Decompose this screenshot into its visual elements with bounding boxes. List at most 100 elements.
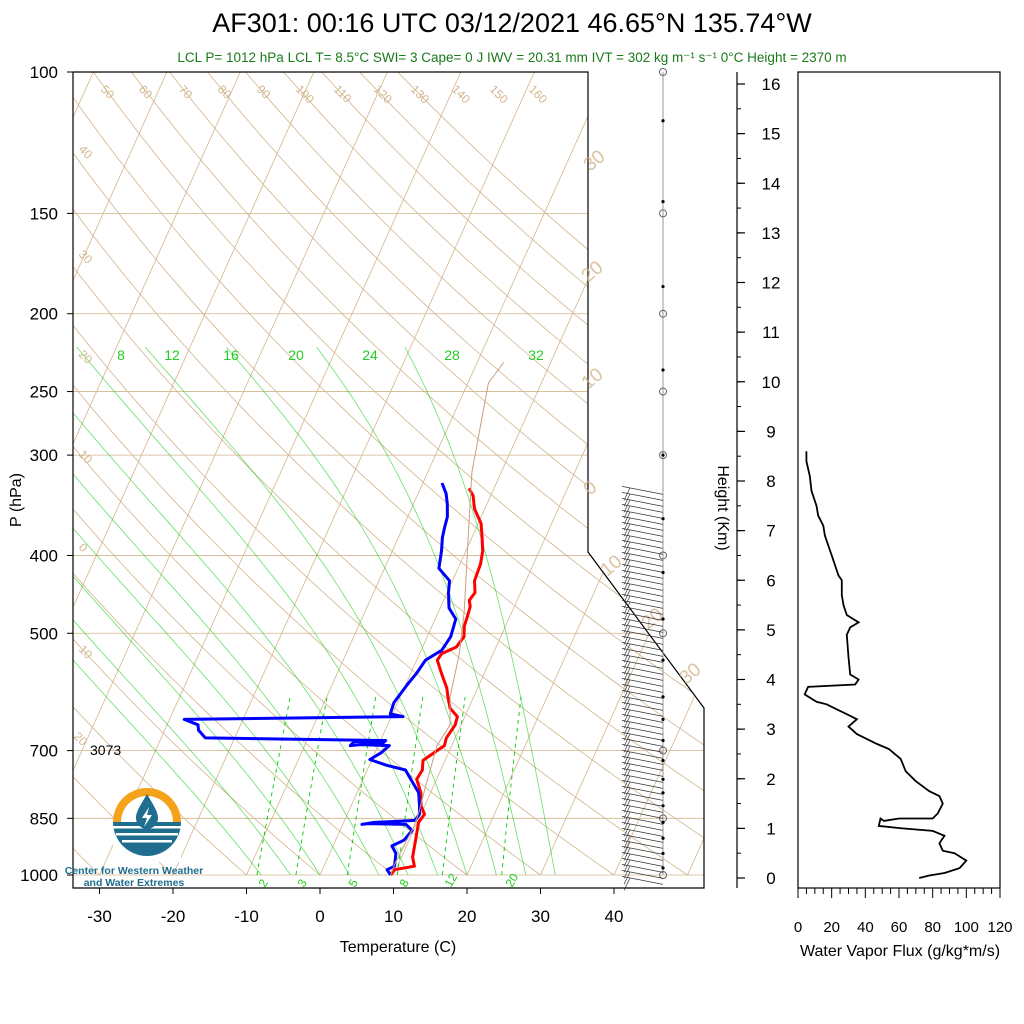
mixing-ratio-line [346, 696, 377, 876]
wind-level-dot [661, 453, 665, 457]
moist-adiabat-label: 32 [528, 347, 544, 363]
wind-barb [621, 738, 664, 753]
wind-level-dot [661, 570, 665, 575]
dry-adiabat [397, 72, 704, 876]
isotherm-label: 0 [580, 477, 602, 500]
isotherm [761, 72, 1024, 875]
wind-barb [621, 774, 664, 789]
height-tick-label: 7 [766, 522, 775, 541]
x-tick-label: 30 [531, 907, 550, 926]
wind-barb [621, 714, 664, 729]
flux-tick-label: 40 [857, 919, 874, 936]
wind-barb [621, 546, 664, 561]
chart-subtitle: LCL P= 1012 hPa LCL T= 8.5°C SWI= 3 Cape… [177, 50, 847, 65]
wind-barb [621, 852, 664, 867]
moist-adiabat-label: 16 [223, 347, 239, 363]
moist-adiabat [404, 346, 556, 876]
dry-adiabat-label: 30 [76, 247, 96, 267]
wind-barb [621, 858, 664, 873]
skew-t-background [73, 72, 1024, 876]
dry-adiabat-label: 100 [293, 82, 317, 106]
dry-adiabat [245, 72, 704, 876]
wind-level-dot [661, 804, 665, 808]
x-tick-label: 20 [458, 907, 477, 926]
height-tick-label: 16 [762, 75, 781, 94]
moist-adiabat [316, 346, 527, 876]
wind-barb [621, 510, 664, 525]
wind-barb [621, 678, 664, 693]
moist-adiabat-label: 8 [117, 347, 125, 363]
wind-barb [621, 828, 664, 843]
wind-barb [621, 564, 664, 579]
dry-adiabat-label: 160 [526, 82, 550, 106]
y-tick-label: 150 [30, 204, 58, 223]
moist-adiabat [73, 346, 321, 876]
x-tick-label: -10 [234, 907, 259, 926]
isotherm [73, 72, 241, 876]
wind-barb [621, 756, 664, 771]
wind-barb [621, 840, 664, 855]
y-tick-label: 400 [30, 546, 58, 565]
wind-barb [621, 732, 664, 747]
wind-barb [621, 798, 664, 813]
height-axis-label: Height (Km) [714, 465, 731, 550]
dry-adiabat [73, 72, 174, 876]
wind-barb [621, 660, 664, 675]
y-tick-label: 700 [30, 742, 58, 761]
wind-barb [621, 684, 664, 699]
height-tick-label: 12 [762, 274, 781, 293]
height-tick-label: 2 [766, 770, 775, 789]
x-tick-label: 40 [605, 907, 624, 926]
water-vapor-flux-profile [803, 451, 968, 879]
mixing-ratio-line [396, 696, 424, 876]
y-tick-label: 500 [30, 624, 58, 643]
annotation-3073: 3073 [90, 742, 121, 758]
wind-barb [621, 690, 664, 705]
wind-calm-circle [659, 746, 667, 755]
wind-barb [621, 642, 664, 657]
isotherm [319, 72, 682, 876]
isotherm [73, 72, 168, 876]
mixing-ratio-line [295, 696, 328, 876]
wind-barb [621, 516, 664, 531]
wind-barb [621, 762, 664, 777]
wind-barb [621, 492, 664, 507]
dry-adiabat [73, 72, 704, 876]
mixing-ratio-line [501, 696, 522, 876]
wind-calm-circle [659, 387, 667, 396]
height-tick-label: 5 [766, 621, 775, 640]
wind-level-dot [661, 658, 665, 662]
wind-barb [621, 588, 664, 603]
mixing-ratio-line [256, 696, 291, 876]
wind-barb [621, 666, 664, 681]
wind-barb [621, 624, 664, 639]
moist-adiabat [73, 346, 291, 876]
dry-adiabat [169, 72, 704, 876]
height-tick-label: 14 [762, 174, 781, 193]
wind-barb [621, 540, 664, 555]
wind-level-dot [661, 738, 665, 743]
wind-barb [621, 552, 664, 567]
wind-barb [621, 612, 664, 627]
moist-adiabat [225, 346, 497, 876]
wind-barb [621, 570, 664, 585]
y-tick-label: 250 [30, 383, 58, 402]
flux-tick-label: 20 [823, 919, 840, 936]
x-axis-label: Temperature (C) [340, 939, 456, 956]
isotherm [687, 72, 704, 876]
wind-barb [621, 876, 664, 891]
moist-adiabat-label: 20 [288, 347, 304, 363]
dry-adiabat-label: 50 [98, 82, 118, 102]
wind-barb [621, 600, 664, 615]
dry-adiabat [73, 72, 704, 876]
wind-barb [621, 528, 664, 543]
wind-calm-circle [659, 309, 667, 318]
wind-barb [621, 846, 664, 861]
height-tick-label: 15 [762, 125, 781, 144]
dry-adiabat [73, 72, 394, 876]
dry-adiabat-label: 70 [176, 82, 196, 102]
wind-barb [621, 594, 664, 609]
wind-barb [621, 816, 664, 831]
